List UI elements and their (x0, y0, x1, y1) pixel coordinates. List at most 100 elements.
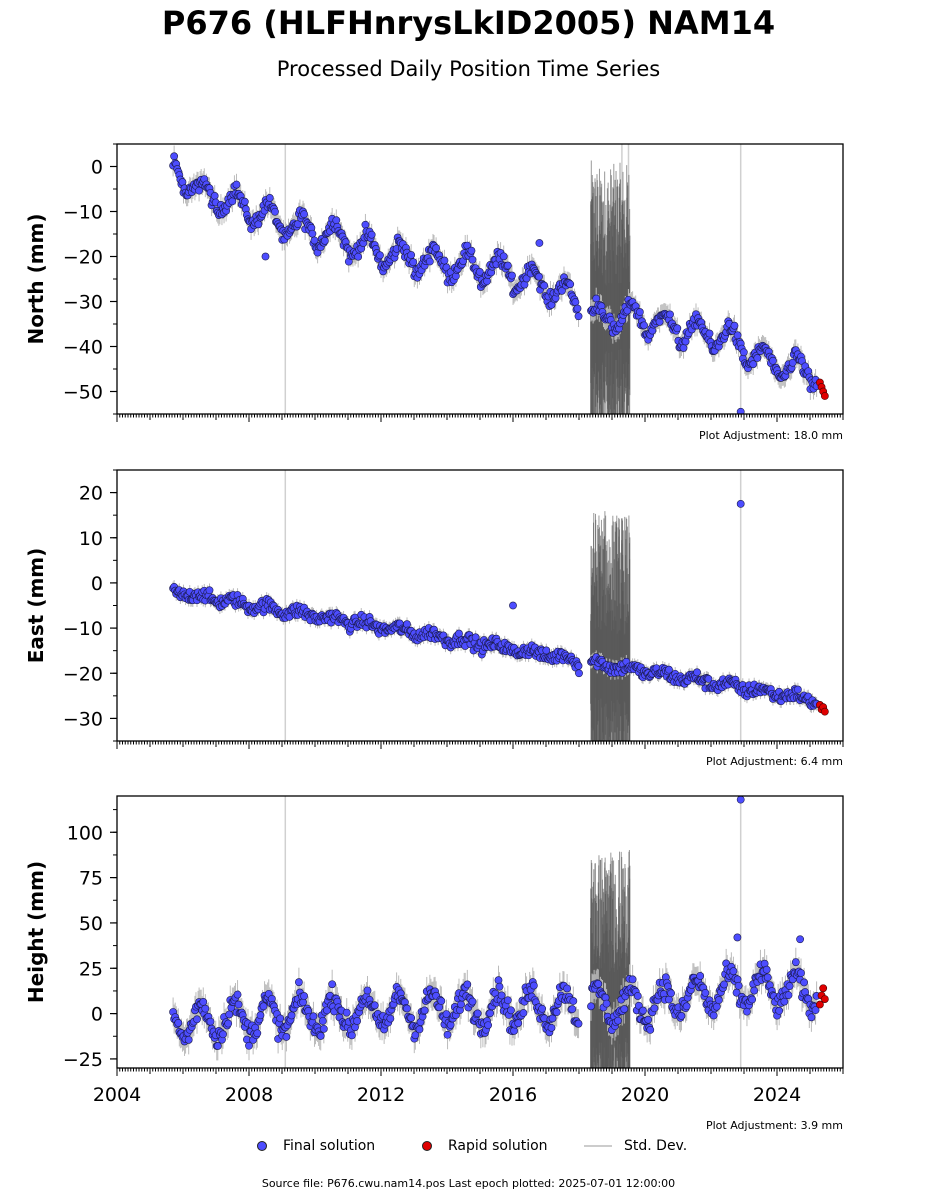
final-solution-point (566, 280, 575, 289)
final-solution-point (529, 981, 538, 990)
final-solution-point (259, 1002, 268, 1011)
final-solution-point (507, 1006, 515, 1015)
final-solution-point (535, 239, 544, 247)
final-solution-point (348, 1031, 356, 1040)
final-solution-point (665, 665, 673, 674)
final-solution-point (486, 1009, 495, 1018)
final-solution-point (720, 980, 728, 989)
final-solution-point (457, 1000, 465, 1009)
rapid-solution-point (820, 707, 829, 716)
y-tick-label: 0 (91, 1004, 103, 1026)
final-solution-point (497, 991, 506, 1000)
final-solution-point (762, 965, 771, 974)
y-tick-label: −10 (63, 202, 103, 224)
final-solution-point (807, 1013, 816, 1022)
final-solution-point (508, 271, 516, 280)
final-solution-point (548, 1014, 557, 1023)
final-solution-point (206, 1017, 215, 1026)
final-solution-point (538, 1004, 547, 1013)
final-solution-point (552, 1008, 561, 1017)
final-solution-point (440, 256, 449, 265)
final-solution-point (328, 980, 337, 989)
final-solution-point (650, 1004, 659, 1013)
final-solution-point (503, 261, 512, 270)
final-solution-point (201, 1004, 210, 1013)
y-tick-label: 20 (79, 483, 103, 505)
final-solution-point (174, 1018, 183, 1027)
final-solution-point (646, 1025, 655, 1034)
y-tick-label: 75 (79, 868, 103, 890)
final-solution-point (245, 1041, 253, 1050)
final-solution-point (633, 992, 642, 1000)
final-solution-point (240, 197, 249, 206)
final-solution-point (318, 1017, 327, 1025)
final-solution-point (666, 310, 674, 319)
final-solution-point (319, 1024, 328, 1033)
final-solution-point (763, 973, 772, 982)
final-solution-point (788, 358, 797, 367)
final-solution-point (495, 982, 504, 991)
final-solution-point (261, 252, 270, 261)
final-solution-point (793, 685, 802, 694)
y-tick-label: −40 (63, 337, 103, 359)
final-solution-point (587, 1002, 595, 1011)
y-tick-label: 0 (91, 573, 103, 595)
final-solution-point (558, 286, 566, 295)
final-solution-point (308, 229, 317, 238)
final-solution-point (443, 1030, 452, 1039)
final-solution-point (749, 360, 758, 369)
final-solution-point (232, 180, 241, 189)
final-solution-point (420, 1006, 429, 1015)
rapid-solution-point (820, 995, 829, 1003)
final-solution-point (473, 1009, 482, 1018)
final-solution-point (265, 194, 274, 202)
final-solution-point (376, 251, 384, 260)
final-solution-point (184, 1035, 193, 1044)
final-solution-point (673, 324, 682, 333)
final-solution-point (332, 216, 341, 225)
final-solution-point (210, 192, 219, 200)
final-solution-point (693, 668, 701, 677)
y-tick-label: −20 (63, 247, 103, 269)
final-solution-point (775, 1006, 784, 1015)
final-solution-point (705, 329, 714, 338)
final-solution-point (386, 1014, 395, 1023)
y-tick-label: −30 (63, 292, 103, 314)
final-solution-point (353, 1017, 362, 1025)
final-solution-point (300, 210, 308, 219)
final-solution-point (733, 975, 742, 984)
final-solution-point (425, 257, 434, 266)
final-solution-point (514, 1019, 523, 1028)
final-solution-point (635, 308, 644, 316)
final-solution-point (432, 244, 441, 253)
rapid-solution-point (820, 392, 829, 400)
final-solution-point (294, 978, 303, 987)
final-solution-point (563, 984, 572, 993)
final-solution-point (468, 997, 477, 1006)
final-solution-point (734, 981, 743, 990)
final-solution-point (205, 586, 214, 595)
final-solution-point (253, 1029, 262, 1038)
y-tick-label: −25 (63, 1049, 103, 1071)
final-solution-point (640, 321, 648, 330)
final-solution-point (411, 1031, 420, 1040)
final-solution-point (784, 991, 793, 1000)
chart-subtitle: Processed Daily Position Time Series (276, 57, 661, 81)
final-solution-point (571, 298, 580, 306)
y-tick-label: −20 (63, 663, 103, 685)
final-solution-point (409, 258, 418, 267)
final-solution-point (733, 933, 742, 942)
final-solution-point (254, 220, 263, 229)
final-solution-point (535, 272, 543, 281)
final-solution-point (729, 967, 738, 976)
final-solution-point (575, 669, 583, 678)
final-solution-point (503, 996, 512, 1005)
final-solution-point (574, 661, 583, 670)
final-solution-point (282, 1033, 291, 1041)
y-tick-label: 25 (79, 958, 103, 980)
final-solution-point (704, 674, 713, 683)
y-tick-label: −30 (63, 708, 103, 730)
y-tick-label: −10 (63, 618, 103, 640)
